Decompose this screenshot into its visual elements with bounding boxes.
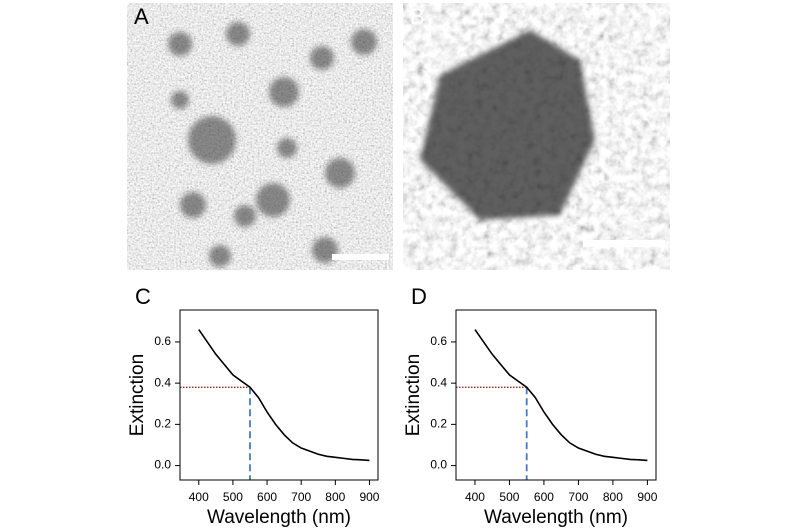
y-tick-label: 0.2: [430, 417, 447, 431]
plot-frame: [455, 309, 657, 481]
x-tick-label: 400: [465, 490, 485, 504]
panel-label: D: [411, 284, 427, 309]
line: [474, 329, 648, 462]
y-axis-label: Extinction: [403, 354, 424, 436]
x-tick-label: 700: [568, 490, 588, 504]
y-tick-label: 0.4: [430, 375, 447, 389]
panel-label: C: [135, 284, 151, 309]
y-tick-label: 0.4: [154, 375, 171, 389]
panel-label: A: [134, 4, 149, 29]
x-tick-label: 900: [359, 490, 379, 504]
y-axis-label: Extinction: [127, 354, 148, 436]
x-tick-label: 400: [189, 490, 209, 504]
y-tick-label: 0.0: [154, 458, 171, 472]
x-tick-label: 800: [603, 490, 623, 504]
x-tick-label: 900: [637, 490, 657, 504]
x-tick-label: 800: [325, 490, 345, 504]
x-tick-label: 600: [257, 490, 277, 504]
plot-frame: [179, 309, 379, 481]
y-tick-label: 0.6: [154, 334, 171, 348]
x-tick-label: 700: [291, 490, 311, 504]
tem-image-a: A: [127, 3, 393, 270]
line: [198, 329, 370, 462]
panel-label: B: [410, 4, 425, 29]
x-axis-label: Wavelength (nm): [207, 507, 351, 528]
tem-image-b: B: [403, 3, 670, 270]
x-tick-label: 500: [499, 490, 519, 504]
x-axis-label: Wavelength (nm): [484, 507, 628, 528]
y-tick-label: 0.2: [154, 417, 171, 431]
y-tick-label: 0.6: [430, 334, 447, 348]
x-tick-label: 600: [534, 490, 554, 504]
y-tick-label: 0.0: [430, 458, 447, 472]
x-tick-label: 500: [223, 490, 243, 504]
